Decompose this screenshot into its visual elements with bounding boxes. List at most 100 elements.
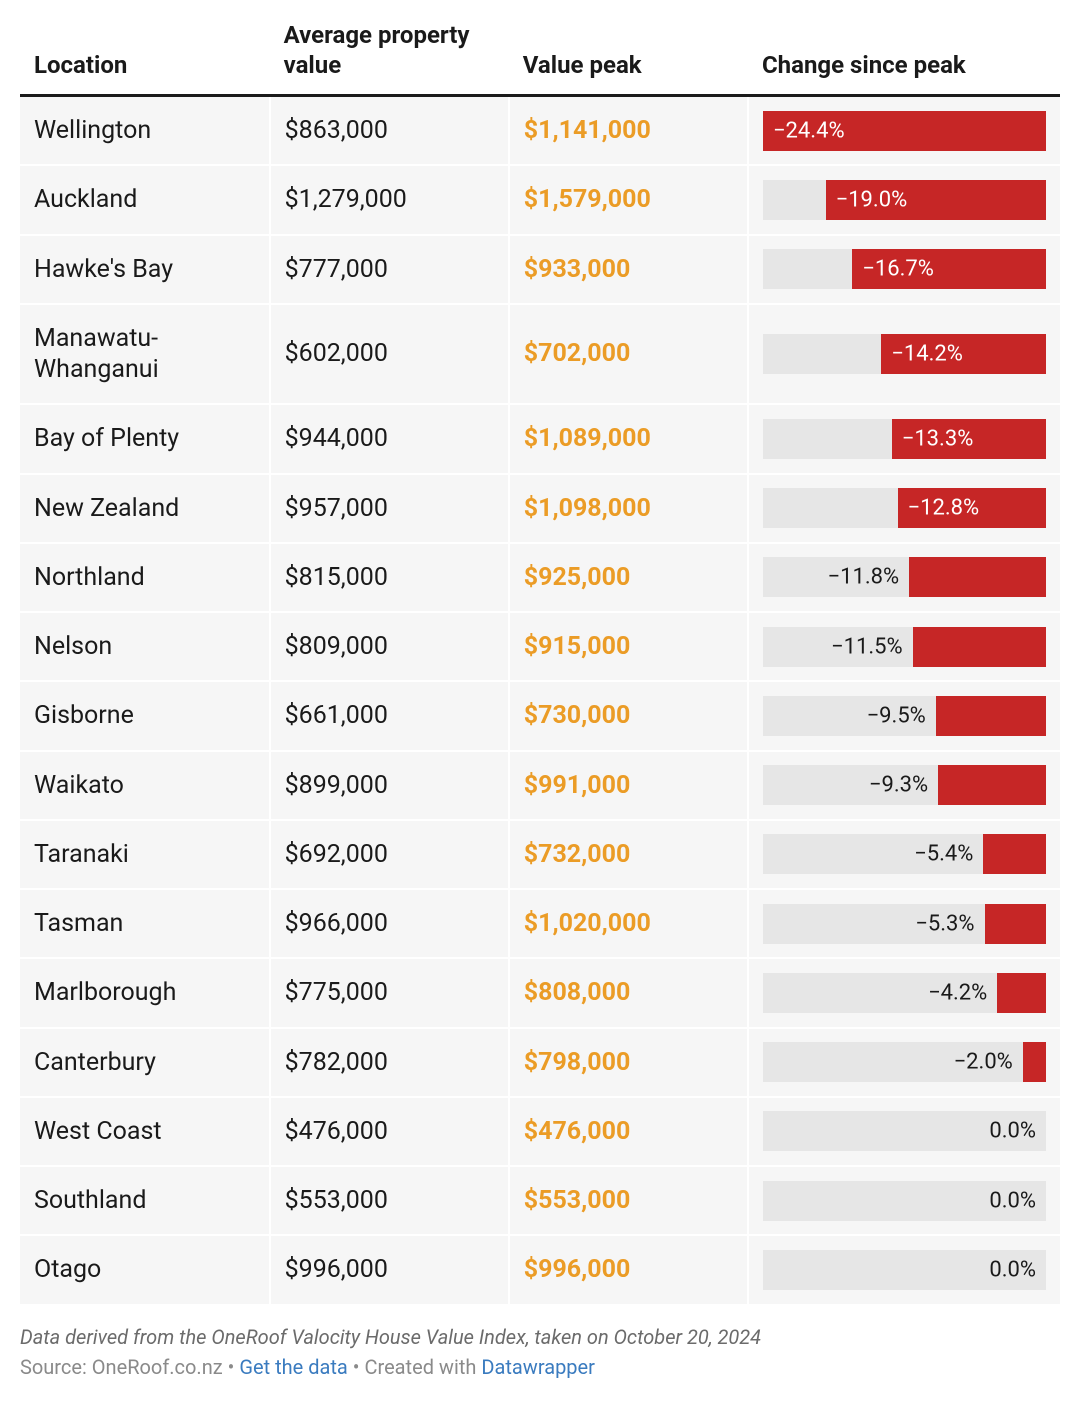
- table-row: Auckland$1,279,000$1,579,000−19.0%: [20, 165, 1060, 234]
- change-bar: −16.7%: [763, 249, 1046, 289]
- change-bar: −24.4%: [763, 111, 1046, 151]
- footer-created-prefix: Created with: [364, 1355, 481, 1379]
- col-header-peak[interactable]: Value peak: [509, 10, 748, 96]
- cell-change: −4.2%: [748, 958, 1060, 1027]
- cell-location: Manawatu-Whanganui: [20, 304, 270, 405]
- change-bar: −14.2%: [763, 334, 1046, 374]
- cell-location: Northland: [20, 543, 270, 612]
- cell-location: Waikato: [20, 751, 270, 820]
- cell-location: Auckland: [20, 165, 270, 234]
- change-bar: −5.3%: [763, 904, 1046, 944]
- cell-location: Canterbury: [20, 1028, 270, 1097]
- cell-avg-value: $815,000: [270, 543, 509, 612]
- cell-change: 0.0%: [748, 1166, 1060, 1235]
- change-bar-fill: [1023, 1042, 1046, 1082]
- cell-peak-value: $1,141,000: [509, 96, 748, 166]
- cell-change: −2.0%: [748, 1028, 1060, 1097]
- table-row: Canterbury$782,000$798,000−2.0%: [20, 1028, 1060, 1097]
- change-bar: 0.0%: [763, 1250, 1046, 1290]
- cell-location: Southland: [20, 1166, 270, 1235]
- change-bar-label: −16.7%: [862, 255, 934, 283]
- change-bar-label: −11.8%: [828, 564, 900, 592]
- cell-change: −14.2%: [748, 304, 1060, 405]
- table-row: Gisborne$661,000$730,000−9.5%: [20, 681, 1060, 750]
- cell-peak-value: $1,579,000: [509, 165, 748, 234]
- table-header-row: Location Average property value Value pe…: [20, 10, 1060, 96]
- cell-peak-value: $915,000: [509, 612, 748, 681]
- table-row: Northland$815,000$925,000 −11.8%: [20, 543, 1060, 612]
- change-bar-label: −11.5%: [831, 633, 903, 661]
- change-bar: −11.5%: [763, 627, 1046, 667]
- cell-peak-value: $808,000: [509, 958, 748, 1027]
- change-bar: −2.0%: [763, 1042, 1046, 1082]
- change-bar-label: −12.8%: [908, 494, 980, 522]
- cell-location: Nelson: [20, 612, 270, 681]
- change-bar: 0.0%: [763, 1181, 1046, 1221]
- cell-peak-value: $933,000: [509, 235, 748, 304]
- cell-peak-value: $476,000: [509, 1097, 748, 1166]
- table-row: Hawke's Bay$777,000$933,000 −16.7%: [20, 235, 1060, 304]
- footer-sep: •: [223, 1355, 240, 1379]
- change-bar-label: 0.0%: [989, 1256, 1036, 1284]
- change-bar: −12.8%: [763, 488, 1046, 528]
- cell-change: −24.4%: [748, 96, 1060, 166]
- cell-location: Wellington: [20, 96, 270, 166]
- cell-change: −12.8%: [748, 474, 1060, 543]
- table-container: Location Average property value Value pe…: [0, 0, 1080, 1402]
- table-footer: Data derived from the OneRoof Valocity H…: [20, 1322, 1060, 1382]
- cell-peak-value: $1,089,000: [509, 404, 748, 473]
- cell-peak-value: $1,098,000: [509, 474, 748, 543]
- change-bar-fill: [938, 765, 1046, 805]
- change-bar-label: −4.2%: [928, 979, 987, 1007]
- footer-source: Source: OneRoof.co.nz: [20, 1355, 223, 1379]
- cell-avg-value: $944,000: [270, 404, 509, 473]
- cell-avg-value: $863,000: [270, 96, 509, 166]
- cell-change: −11.8%: [748, 543, 1060, 612]
- cell-peak-value: $991,000: [509, 751, 748, 820]
- cell-avg-value: $553,000: [270, 1166, 509, 1235]
- cell-peak-value: $553,000: [509, 1166, 748, 1235]
- col-header-location[interactable]: Location: [20, 10, 270, 96]
- change-bar-label: −19.0%: [836, 186, 908, 214]
- table-row: Manawatu-Whanganui$602,000$702,000−14.2%: [20, 304, 1060, 405]
- cell-avg-value: $777,000: [270, 235, 509, 304]
- cell-location: Bay of Plenty: [20, 404, 270, 473]
- cell-peak-value: $732,000: [509, 820, 748, 889]
- cell-location: Hawke's Bay: [20, 235, 270, 304]
- change-bar: −13.3%: [763, 419, 1046, 459]
- property-value-table: Location Average property value Value pe…: [20, 10, 1060, 1306]
- col-header-avg[interactable]: Average property value: [270, 10, 509, 96]
- table-row: Taranaki$692,000$732,000−5.4%: [20, 820, 1060, 889]
- table-body: Wellington$863,000$1,141,000 −24.4% Auckla…: [20, 96, 1060, 1305]
- cell-avg-value: $661,000: [270, 681, 509, 750]
- change-bar-label: −14.2%: [891, 340, 963, 368]
- change-bar-label: −5.4%: [914, 841, 973, 869]
- cell-avg-value: $692,000: [270, 820, 509, 889]
- cell-change: −9.5%: [748, 681, 1060, 750]
- cell-avg-value: $996,000: [270, 1235, 509, 1304]
- cell-change: −13.3%: [748, 404, 1060, 473]
- table-row: West Coast$476,000$476,0000.0%: [20, 1097, 1060, 1166]
- change-bar-fill: [997, 973, 1046, 1013]
- cell-avg-value: $775,000: [270, 958, 509, 1027]
- cell-peak-value: $798,000: [509, 1028, 748, 1097]
- cell-peak-value: $996,000: [509, 1235, 748, 1304]
- change-bar-fill: [913, 627, 1046, 667]
- get-data-link[interactable]: Get the data: [239, 1355, 347, 1379]
- table-row: Nelson$809,000$915,000 −11.5%: [20, 612, 1060, 681]
- datawrapper-link[interactable]: Datawrapper: [481, 1355, 595, 1379]
- cell-change: −9.3%: [748, 751, 1060, 820]
- cell-avg-value: $809,000: [270, 612, 509, 681]
- change-bar: 0.0%: [763, 1111, 1046, 1151]
- change-bar: −9.5%: [763, 696, 1046, 736]
- cell-location: Gisborne: [20, 681, 270, 750]
- cell-change: 0.0%: [748, 1235, 1060, 1304]
- footer-sep: •: [348, 1355, 365, 1379]
- col-header-change[interactable]: Change since peak: [748, 10, 1060, 96]
- change-bar-label: −5.3%: [915, 910, 974, 938]
- cell-peak-value: $925,000: [509, 543, 748, 612]
- change-bar-fill: [909, 557, 1046, 597]
- cell-location: Marlborough: [20, 958, 270, 1027]
- footer-note: Data derived from the OneRoof Valocity H…: [20, 1322, 1060, 1352]
- table-row: New Zealand$957,000$1,098,000−12.8%: [20, 474, 1060, 543]
